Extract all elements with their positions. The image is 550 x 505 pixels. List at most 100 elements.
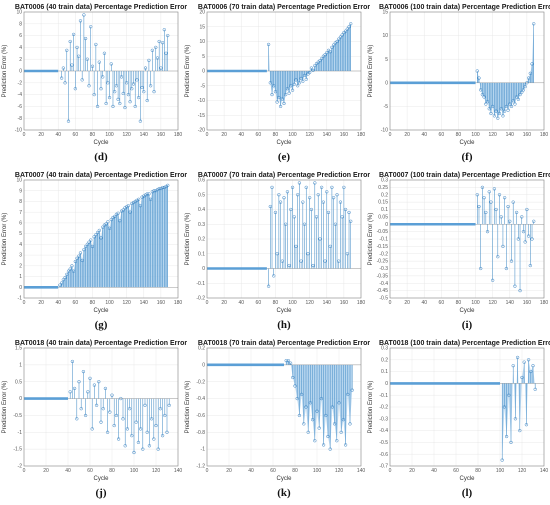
x-tick-label: 80 — [456, 132, 462, 138]
x-tick-label: 160 — [523, 300, 532, 306]
y-tick-label: 0.2 — [381, 192, 388, 198]
chart-panel-f: 0 20 40 60 80 100 120 140 160 180 -10 -5 0 5 10 15 BAT00… — [366, 0, 549, 168]
chart-svg-i: 0 20 40 60 80 100 120 140 160 180-0.5-0.45-0.4-0.… — [366, 168, 549, 336]
y-axis-label: Prediction Error (%) — [2, 45, 8, 98]
y-tick-label: -0.5 — [379, 440, 388, 446]
x-tick-label: 100 — [496, 468, 505, 474]
x-tick-label: 0 — [23, 132, 26, 138]
x-tick-label: 60 — [256, 132, 262, 138]
x-axis-label: Cycle — [459, 140, 475, 146]
y-tick-label: -0.3 — [379, 416, 388, 422]
x-axis-label: Cycle — [276, 476, 292, 482]
x-tick-label: 180 — [357, 300, 366, 306]
y-tick-label: -0.25 — [377, 259, 389, 265]
x-tick-label: 80 — [109, 468, 115, 474]
y-tick-label: -0.6 — [196, 413, 205, 419]
y-tick-label: -6 — [18, 104, 23, 110]
x-tick-label: 140 — [323, 132, 332, 138]
chart-panel-d: 0 20 40 60 80 100 120 140 160 180 -10 -8 -6 -4 -2 0 2 4 6 8… — [0, 0, 183, 168]
y-tick-label: 0.1 — [381, 207, 388, 213]
y-tick-label: 5 — [385, 57, 388, 63]
x-tick-label: 140 — [506, 132, 515, 138]
x-tick-label: 120 — [488, 132, 497, 138]
x-tick-label: 40 — [55, 300, 61, 306]
x-axis-label: Cycle — [459, 476, 475, 482]
x-tick-label: 40 — [248, 468, 254, 474]
x-tick-label: 80 — [273, 300, 279, 306]
x-axis-label: Cycle — [93, 476, 109, 482]
x-tick-label: 100 — [105, 132, 114, 138]
y-tick-label: 0.3 — [198, 222, 205, 228]
y-tick-label: 0 — [385, 381, 388, 387]
y-axis-label: Prediction Error (%) — [368, 381, 374, 434]
y-tick-label: 4 — [19, 242, 22, 248]
y-tick-label: 3 — [19, 253, 22, 259]
x-tick-label: 60 — [73, 300, 79, 306]
x-tick-label: 20 — [221, 300, 227, 306]
x-tick-label: 160 — [340, 300, 349, 306]
x-tick-label: 40 — [421, 132, 427, 138]
x-tick-label: 20 — [226, 468, 232, 474]
y-tick-label: -15 — [198, 113, 205, 119]
chart-title: BAT0018 (70 train data) Percentage Predi… — [198, 340, 370, 347]
chart-title: BAT0018 (40 train data) Percentage Predi… — [15, 340, 187, 347]
x-tick-label: 140 — [506, 300, 515, 306]
y-tick-label: -5 — [201, 83, 206, 89]
y-tick-label: 0.1 — [381, 369, 388, 375]
y-tick-label: 7 — [19, 210, 22, 216]
y-tick-label: -0.45 — [377, 288, 389, 294]
x-tick-label: 80 — [292, 468, 298, 474]
y-axis-label: Prediction Error (%) — [185, 45, 191, 98]
x-tick-label: 120 — [305, 300, 314, 306]
x-tick-label: 100 — [105, 300, 114, 306]
chart-svg-k: 0 20 40 60 80 100 120 140-1.2-1-0.8-0.6-0.4-0.2… — [183, 336, 366, 504]
x-tick-label: 120 — [152, 468, 161, 474]
chart-svg-e: 0 20 40 60 80 100 120 140 160 180-20-15-10-505101… — [183, 0, 366, 168]
x-tick-label: 20 — [404, 132, 410, 138]
x-tick-label: 80 — [456, 300, 462, 306]
x-tick-label: 140 — [140, 300, 149, 306]
plot-area — [390, 12, 544, 130]
x-tick-label: 180 — [540, 300, 549, 306]
x-tick-label: 80 — [273, 132, 279, 138]
x-tick-label: 60 — [73, 132, 79, 138]
y-tick-label: 15 — [199, 24, 205, 30]
x-tick-label: 80 — [90, 132, 96, 138]
x-tick-label: 20 — [409, 468, 415, 474]
y-tick-label: 6 — [19, 221, 22, 227]
y-tick-label: -0.5 — [13, 413, 22, 419]
x-tick-label: 160 — [523, 132, 532, 138]
y-tick-label: 4 — [19, 45, 22, 51]
y-tick-label: 0.2 — [381, 357, 388, 363]
x-tick-label: 40 — [421, 300, 427, 306]
x-tick-label: 0 — [206, 132, 209, 138]
y-tick-label: 6 — [19, 33, 22, 39]
y-tick-label: -0.5 — [379, 296, 388, 302]
x-tick-label: 100 — [471, 300, 480, 306]
y-tick-label: 8 — [19, 21, 22, 27]
chart-panel-j: 0 20 40 60 80 100 120 140 -2 -1.5 -1 -0.5 0 0.5 1 1.5 BA… — [0, 336, 183, 504]
y-tick-label: -0.15 — [377, 244, 389, 250]
chart-title: BAT0007 (70 train data) Percentage Predi… — [198, 172, 370, 179]
y-tick-label: 0.1 — [198, 251, 205, 257]
chart-panel-h: 0 20 40 60 80 100 120 140 160 180 -0.2 -0.1 0 0.1 0.2 0… — [183, 168, 366, 336]
y-tick-label: -0.4 — [379, 281, 388, 287]
x-tick-label: 20 — [404, 300, 410, 306]
y-tick-label: -0.2 — [379, 405, 388, 411]
chart-svg-j: 0 20 40 60 80 100 120 140-2-1.5-1-0.500.511.5BA… — [0, 336, 183, 504]
panel-letter: (d) — [94, 151, 108, 163]
x-tick-label: 0 — [389, 468, 392, 474]
panel-letter: (j) — [96, 487, 107, 499]
y-tick-label: 2 — [19, 57, 22, 63]
y-tick-label: 5 — [202, 54, 205, 60]
y-tick-label: -10 — [15, 128, 22, 134]
y-tick-label: -0.35 — [377, 273, 389, 279]
y-tick-label: 0 — [202, 362, 205, 368]
y-tick-label: 9 — [19, 188, 22, 194]
chart-svg-d: 0 20 40 60 80 100 120 140 160 180-10-8-6-4-202468… — [0, 0, 183, 168]
x-tick-label: 180 — [174, 132, 183, 138]
y-axis-label: Prediction Error (%) — [185, 381, 191, 434]
x-tick-label: 100 — [313, 468, 322, 474]
x-axis-label: Cycle — [93, 140, 109, 146]
